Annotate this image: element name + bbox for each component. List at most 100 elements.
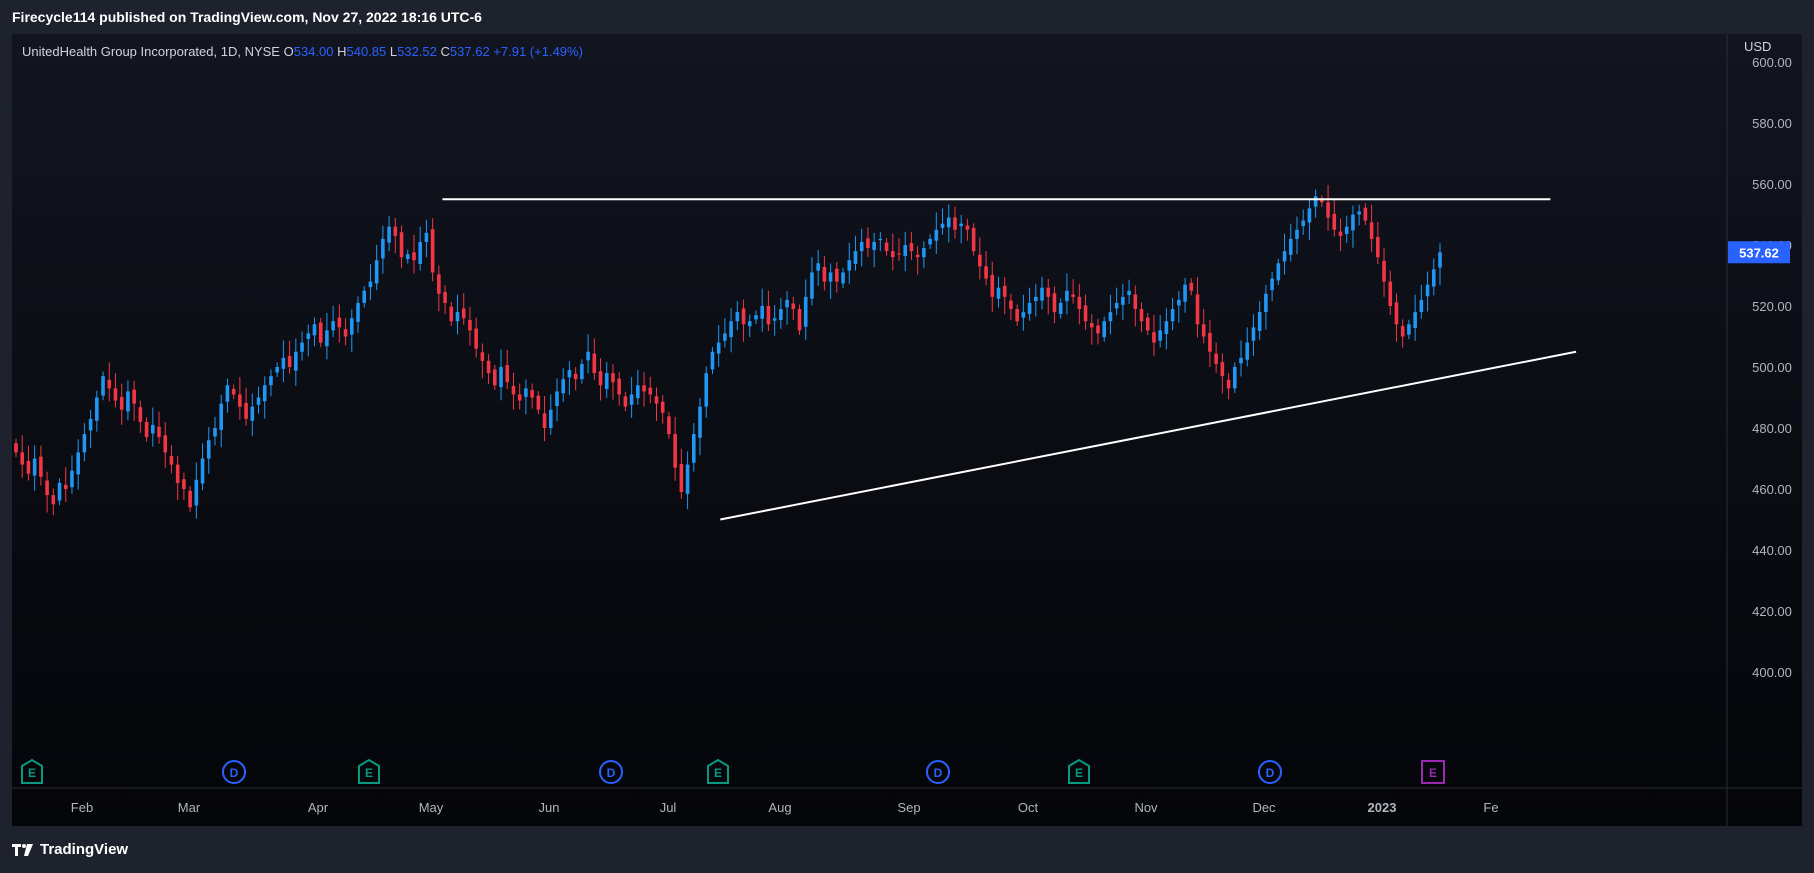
candle-body <box>57 482 62 501</box>
candle-body <box>1083 305 1088 322</box>
earnings-marker-icon[interactable]: E <box>1421 760 1445 784</box>
candle-body <box>803 296 808 327</box>
candle-body <box>766 306 771 325</box>
candles-group <box>14 184 1442 519</box>
earnings-marker-icon[interactable]: E <box>21 758 43 784</box>
event-marker-label: E <box>1429 766 1437 780</box>
time-tick-label: Dec <box>1252 800 1276 815</box>
candle-body <box>231 388 236 395</box>
earnings-marker-icon[interactable]: E <box>358 758 380 784</box>
candle-body <box>337 317 342 328</box>
support-trendline[interactable] <box>720 350 1577 521</box>
candle-body <box>934 229 939 241</box>
candle-body <box>1413 312 1417 328</box>
candle-body <box>1369 222 1374 239</box>
candle-body <box>1164 321 1169 335</box>
candle-body <box>1208 332 1212 352</box>
candle-body <box>1257 312 1262 332</box>
candle-body <box>897 253 901 255</box>
candle-body <box>418 241 422 264</box>
candle-body <box>1276 263 1281 281</box>
price-tick-label: 600.00 <box>1752 55 1792 70</box>
candle-body <box>617 378 621 395</box>
dividend-marker-icon[interactable]: D <box>926 760 950 784</box>
candle-body <box>1170 309 1175 322</box>
candle-body <box>1027 302 1032 314</box>
symbol-title: UnitedHealth Group Incorporated, 1D, NYS… <box>22 44 280 59</box>
candle-body <box>797 309 802 331</box>
candle-body <box>256 397 261 405</box>
candle-body <box>63 484 68 489</box>
candle-body <box>822 266 827 282</box>
candle-body <box>779 309 783 321</box>
candle-body <box>735 312 740 322</box>
candlestick-chart[interactable]: E D E D E D E D E USD 600.00580.00560.00540.0052… <box>12 34 1802 826</box>
candle-body <box>306 333 311 339</box>
event-marker-label: D <box>607 766 616 780</box>
candle-body <box>393 226 398 236</box>
candle-body <box>691 434 696 463</box>
candle-body <box>163 435 168 453</box>
candle-body <box>1058 302 1063 314</box>
candle-body <box>841 272 845 284</box>
candle-body <box>1009 300 1013 310</box>
candle-body <box>493 369 497 386</box>
candle-body <box>1071 294 1075 297</box>
close-label: C <box>440 44 450 59</box>
publish-info: Firecycle114 published on TradingView.co… <box>12 9 482 25</box>
candle-body <box>468 320 472 331</box>
candle-body <box>760 306 765 319</box>
price-tick-label: 440.00 <box>1752 543 1792 558</box>
time-tick-label: Nov <box>1134 800 1158 815</box>
candle-body <box>1282 251 1287 262</box>
event-marker-label: D <box>934 766 943 780</box>
chart-pane[interactable]: E D E D E D E D E USD 600.00580.00560.00540.0052… <box>12 34 1802 826</box>
candle-body <box>791 303 796 310</box>
candle-body <box>1201 324 1206 337</box>
candle-body <box>107 379 112 389</box>
candle-body <box>39 456 43 477</box>
candle-body <box>567 370 572 378</box>
candle-body <box>1270 278 1274 291</box>
candle-body <box>1376 237 1380 258</box>
candle-body <box>946 217 951 228</box>
tradingview-brand[interactable]: TradingView <box>12 841 128 858</box>
candle-body <box>1152 332 1156 343</box>
earnings-marker-icon[interactable]: E <box>707 758 729 784</box>
candle-body <box>14 443 18 453</box>
candle-body <box>1344 226 1349 235</box>
earnings-marker-icon[interactable]: E <box>1068 758 1090 784</box>
candle-body <box>132 389 136 404</box>
candle-body <box>580 363 584 380</box>
time-axis[interactable]: Feb Mar Apr May Jun Jul Aug Sep Oct Nov Dec 2023 Fe <box>71 800 1499 815</box>
candle-body <box>1431 269 1436 287</box>
candle-body <box>1239 357 1243 364</box>
candle-body <box>200 458 205 484</box>
candle-body <box>1307 208 1312 223</box>
candle-body <box>642 385 646 392</box>
dividend-marker-icon[interactable]: D <box>222 760 246 784</box>
change-value: +7.91 (+1.49%) <box>493 44 583 59</box>
candle-body <box>20 452 25 465</box>
candle-body <box>723 333 727 341</box>
candle-body <box>1065 290 1069 302</box>
candle-body <box>1034 296 1038 302</box>
candle-body <box>349 318 354 335</box>
price-axis[interactable]: USD 600.00580.00560.00540.00520.00500.00… <box>1744 39 1792 680</box>
candle-body <box>1046 287 1051 297</box>
candle-body <box>219 403 224 430</box>
trendlines-group[interactable] <box>442 198 1577 521</box>
candle-body <box>206 440 211 459</box>
candle-body <box>362 290 367 303</box>
candle-body <box>88 418 93 431</box>
candle-body <box>331 321 335 331</box>
dividend-marker-icon[interactable]: D <box>1258 760 1282 784</box>
candle-body <box>368 281 373 288</box>
candle-body <box>903 245 908 256</box>
last-price-badge <box>1728 241 1790 264</box>
dividend-marker-icon[interactable]: D <box>599 760 623 784</box>
candle-body <box>747 321 752 327</box>
candle-body <box>95 397 99 421</box>
candle-body <box>1313 196 1318 207</box>
candle-body <box>1351 214 1355 231</box>
